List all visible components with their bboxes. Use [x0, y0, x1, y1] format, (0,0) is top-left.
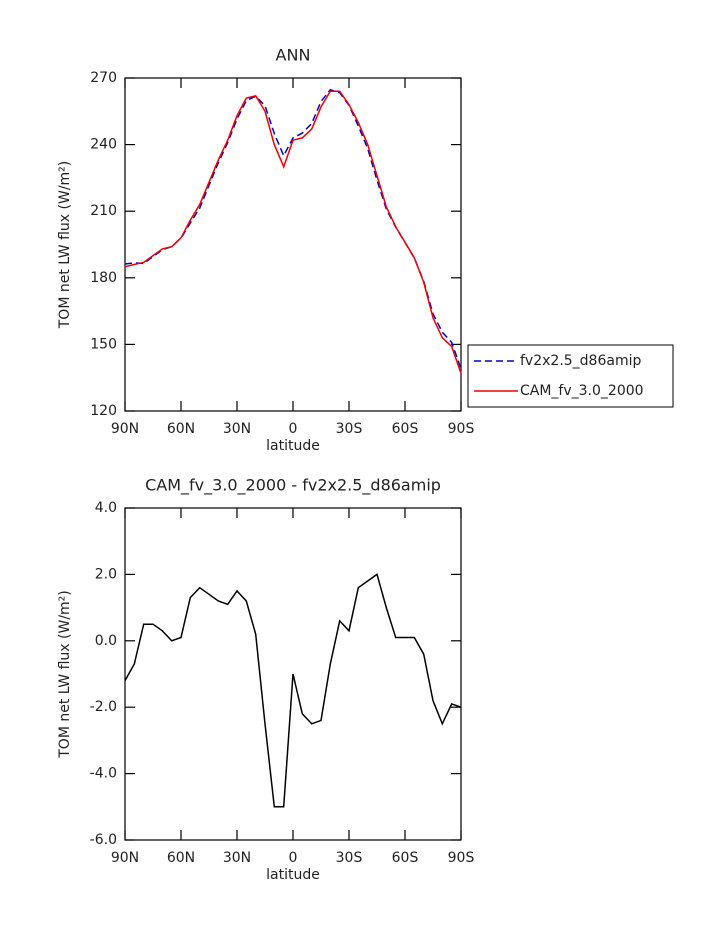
- x-tick-label: 60N: [167, 850, 195, 866]
- series-line: [124, 90, 462, 374]
- x-tick-label: 30N: [223, 421, 251, 437]
- y-tick-label: 240: [90, 137, 117, 153]
- y-tick-label: -4.0: [90, 766, 117, 782]
- chart-title: ANN: [276, 46, 311, 65]
- x-axis-label: latitude: [266, 438, 320, 454]
- x-tick-label: 60S: [392, 850, 419, 866]
- x-tick-label: 90N: [111, 850, 139, 866]
- x-axis-label: latitude: [266, 867, 320, 883]
- y-axis-label: TOM net LW flux (W/m²): [57, 161, 73, 330]
- y-tick-label: -6.0: [90, 832, 117, 848]
- series-line: [124, 573, 462, 808]
- x-tick-label: 30N: [223, 850, 251, 866]
- x-tick-label: 60N: [167, 421, 195, 437]
- x-tick-label: 90S: [448, 850, 475, 866]
- y-tick-label: 270: [90, 70, 117, 86]
- y-tick-label: 4.0: [95, 500, 117, 516]
- x-tick-label: 90N: [111, 421, 139, 437]
- x-tick-label: 0: [289, 850, 298, 866]
- series-line: [124, 88, 462, 370]
- legend-box: [467, 344, 674, 408]
- y-tick-label: -2.0: [90, 699, 117, 715]
- legend-label: CAM_fv_3.0_2000: [520, 383, 644, 399]
- y-tick-label: 150: [90, 336, 117, 352]
- y-tick-label: 0.0: [95, 633, 117, 649]
- y-tick-label: 180: [90, 270, 117, 286]
- y-tick-label: 2.0: [95, 566, 117, 582]
- x-tick-label: 30S: [336, 850, 363, 866]
- y-axis-label: TOM net LW flux (W/m²): [57, 590, 73, 759]
- x-tick-label: 90S: [448, 421, 475, 437]
- x-tick-label: 0: [289, 421, 298, 437]
- legend-label: fv2x2.5_d86amip: [520, 353, 641, 369]
- plot-frame: [124, 77, 462, 412]
- x-tick-label: 30S: [336, 421, 363, 437]
- y-tick-label: 120: [90, 403, 117, 419]
- x-tick-label: 60S: [392, 421, 419, 437]
- y-tick-label: 210: [90, 203, 117, 219]
- chart-title: CAM_fv_3.0_2000 - fv2x2.5_d86amip: [145, 476, 441, 496]
